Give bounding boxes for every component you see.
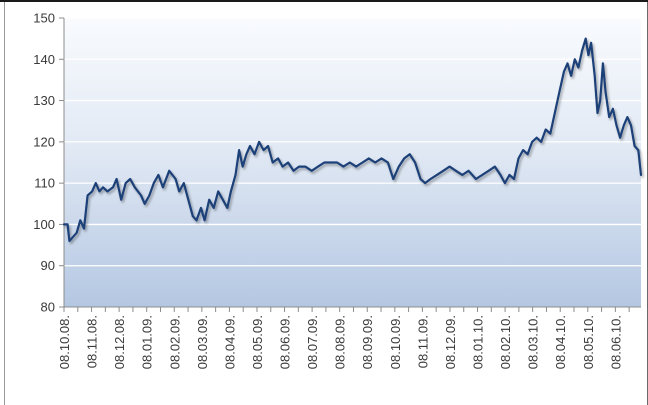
x-tick-label: 08.01.09. xyxy=(140,315,155,369)
x-tick-label: 08.12.09. xyxy=(443,315,458,369)
x-tick-label: 08.09.09. xyxy=(360,315,375,369)
x-tick-label: 08.06.10. xyxy=(608,315,623,369)
frame-top-border xyxy=(0,0,648,2)
x-tick-label: 08.07.09. xyxy=(305,315,320,369)
plot-area xyxy=(64,18,641,307)
x-tick-label: 08.10.08. xyxy=(57,315,72,369)
x-tick-label: 08.06.09. xyxy=(278,315,293,369)
x-tick-label: 08.02.09. xyxy=(167,315,182,369)
x-tick-label: 08.04.10. xyxy=(553,315,568,369)
x-tick-label: 08.03.09. xyxy=(195,315,210,369)
x-tick-label: 08.11.09. xyxy=(415,315,430,368)
x-tick-label: 08.05.10. xyxy=(581,315,596,369)
x-tick-label: 08.03.10. xyxy=(526,315,541,369)
y-tick-label: 150 xyxy=(33,11,55,26)
x-tick-label: 08.02.10. xyxy=(498,315,513,369)
frame-left-border xyxy=(4,2,5,405)
y-tick-label: 120 xyxy=(33,134,55,149)
x-tick-label: 08.11.08. xyxy=(85,315,100,368)
y-tick-label: 80 xyxy=(41,300,55,315)
y-tick-label: 110 xyxy=(34,176,55,191)
x-tick-label: 08.08.09. xyxy=(333,315,348,369)
y-tick-label: 140 xyxy=(33,52,55,67)
x-tick-label: 08.01.10. xyxy=(471,315,486,369)
x-tick-label: 08.05.09. xyxy=(250,315,265,369)
x-tick-label: 08.10.09. xyxy=(388,315,403,369)
y-tick-label: 90 xyxy=(41,258,55,273)
x-tick-label: 08.12.08. xyxy=(112,315,127,369)
x-tick-label: 08.04.09. xyxy=(222,315,237,369)
series-layer xyxy=(62,37,643,242)
grid-layer xyxy=(64,17,641,267)
y-tick-label: 100 xyxy=(33,217,55,232)
y-tick-label: 130 xyxy=(33,93,55,108)
axis-layer: 80 90 100 110 120 130 140 150 08.10.08. 08.11.08.… xyxy=(33,11,641,369)
series-line xyxy=(62,37,643,242)
